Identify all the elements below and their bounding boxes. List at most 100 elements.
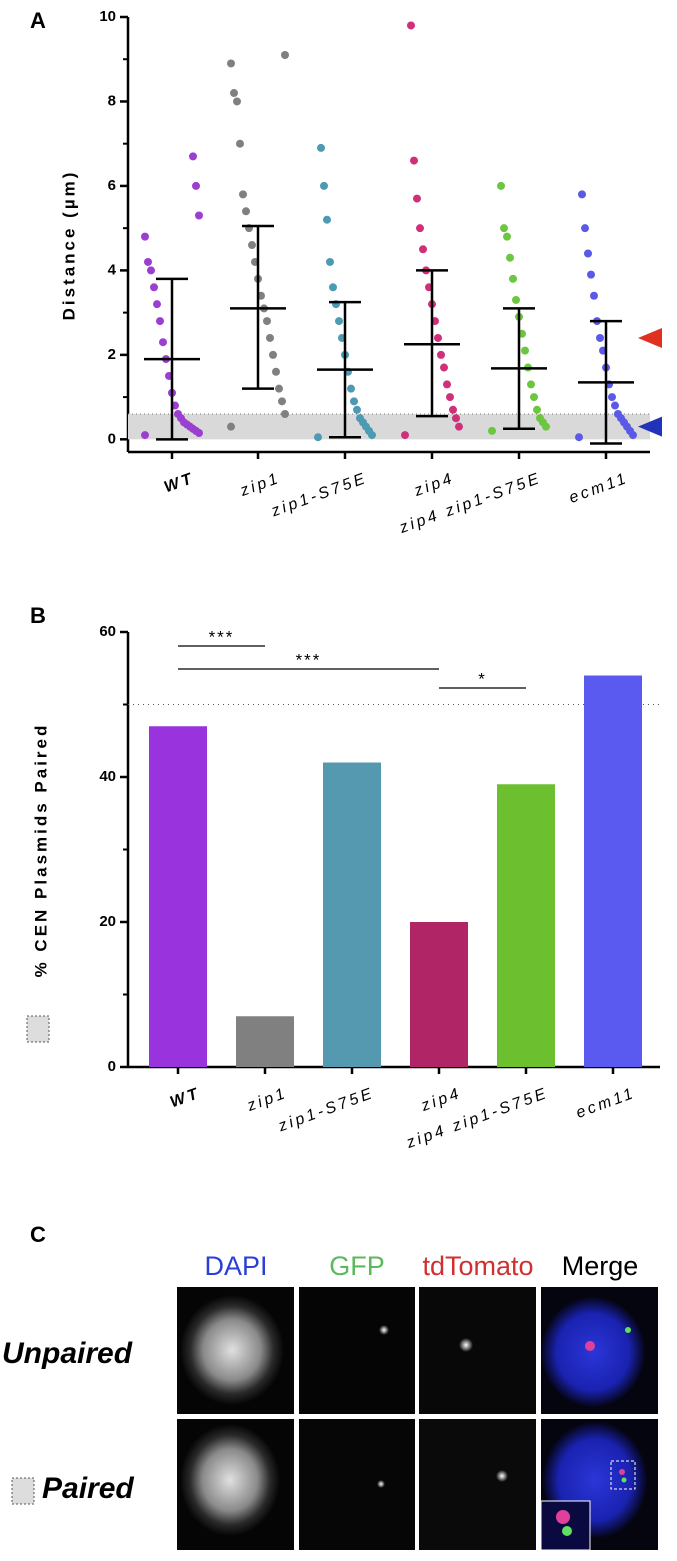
x-tick-label: zip4 [411,470,457,500]
data-point [314,433,322,442]
bar [584,675,642,1067]
row-label: Unpaired [2,1337,133,1370]
y-axis-label: Distance (µm) [59,170,78,321]
data-point [266,333,274,342]
focus [459,1338,473,1352]
row-label: Paired [42,1472,134,1505]
x-tick-label: ecm11 [567,470,631,507]
x-tick-label: zip4 zip1-S75E [396,470,543,538]
data-point [587,270,595,279]
nucleus [541,1297,645,1407]
column-label: Merge [562,1251,639,1281]
data-point [527,380,535,389]
data-point [530,393,538,402]
y-tick-label: 20 [99,913,116,930]
data-point [230,89,238,98]
marker-arrow [638,327,662,348]
panel-label: B [30,603,46,628]
panel-label: C [30,1222,46,1247]
bar [410,922,468,1067]
bar [497,784,555,1067]
focus [556,1510,570,1524]
data-point [614,409,622,418]
data-point [521,346,529,355]
data-point [581,224,589,233]
y-tick-label: 10 [99,8,116,25]
data-point [141,232,149,241]
data-point [512,295,520,304]
data-point [575,433,583,442]
focus [619,1469,625,1475]
data-point [419,245,427,254]
focus [625,1327,631,1333]
data-point [174,409,182,418]
significance-label: *** [209,627,235,646]
column-label: tdTomato [422,1251,533,1281]
x-tick-label: zip1 [244,1085,290,1115]
data-point [317,143,325,152]
data-point [323,215,331,224]
data-point [536,414,544,423]
data-point [401,431,409,440]
data-point [326,257,334,266]
focus [377,1480,385,1488]
data-point [578,190,586,199]
panel-label: A [30,8,46,33]
data-point [410,156,418,165]
data-point [153,300,161,309]
data-point [329,283,337,292]
data-point [320,181,328,190]
data-point [227,422,235,431]
data-point [497,181,505,190]
x-tick-label: zip1-S75E [268,470,370,521]
data-point [335,317,343,326]
data-point [440,363,448,372]
data-point [236,139,244,148]
data-point [156,317,164,326]
column-label: GFP [329,1251,385,1281]
data-point [278,397,286,406]
y-tick-label: 6 [108,177,116,194]
x-tick-label: WT [168,1085,203,1112]
data-point [233,97,241,106]
zoom-box [610,1460,636,1490]
data-point [455,422,463,431]
data-point [488,426,496,435]
bar [236,1016,294,1067]
data-point [509,274,517,283]
data-point [356,414,364,423]
bar [323,762,381,1067]
data-point [272,367,280,376]
focus [585,1341,595,1351]
data-point [434,333,442,342]
focus [562,1526,572,1536]
data-point [533,405,541,414]
data-point [150,283,158,292]
data-point [443,380,451,389]
focus [379,1325,389,1335]
focus [496,1470,508,1482]
image-gfp [299,1287,415,1414]
data-point [263,317,271,326]
data-point [350,397,358,406]
shaded-band [128,413,650,440]
data-point [269,350,277,359]
data-point [452,414,460,423]
data-point [141,431,149,440]
data-point [446,393,454,402]
data-point [239,190,247,199]
x-tick-label: zip1-S75E [275,1085,377,1136]
data-point [413,194,421,203]
data-point [611,401,619,410]
data-point [189,152,197,161]
nucleus [180,1295,284,1405]
legend-icon [26,1015,50,1043]
marker-arrow [638,416,662,437]
y-tick-label: 40 [99,768,116,785]
data-point [192,181,200,190]
bar [149,726,207,1067]
nucleus [180,1424,280,1536]
data-point [596,333,604,342]
data-point [227,59,235,68]
